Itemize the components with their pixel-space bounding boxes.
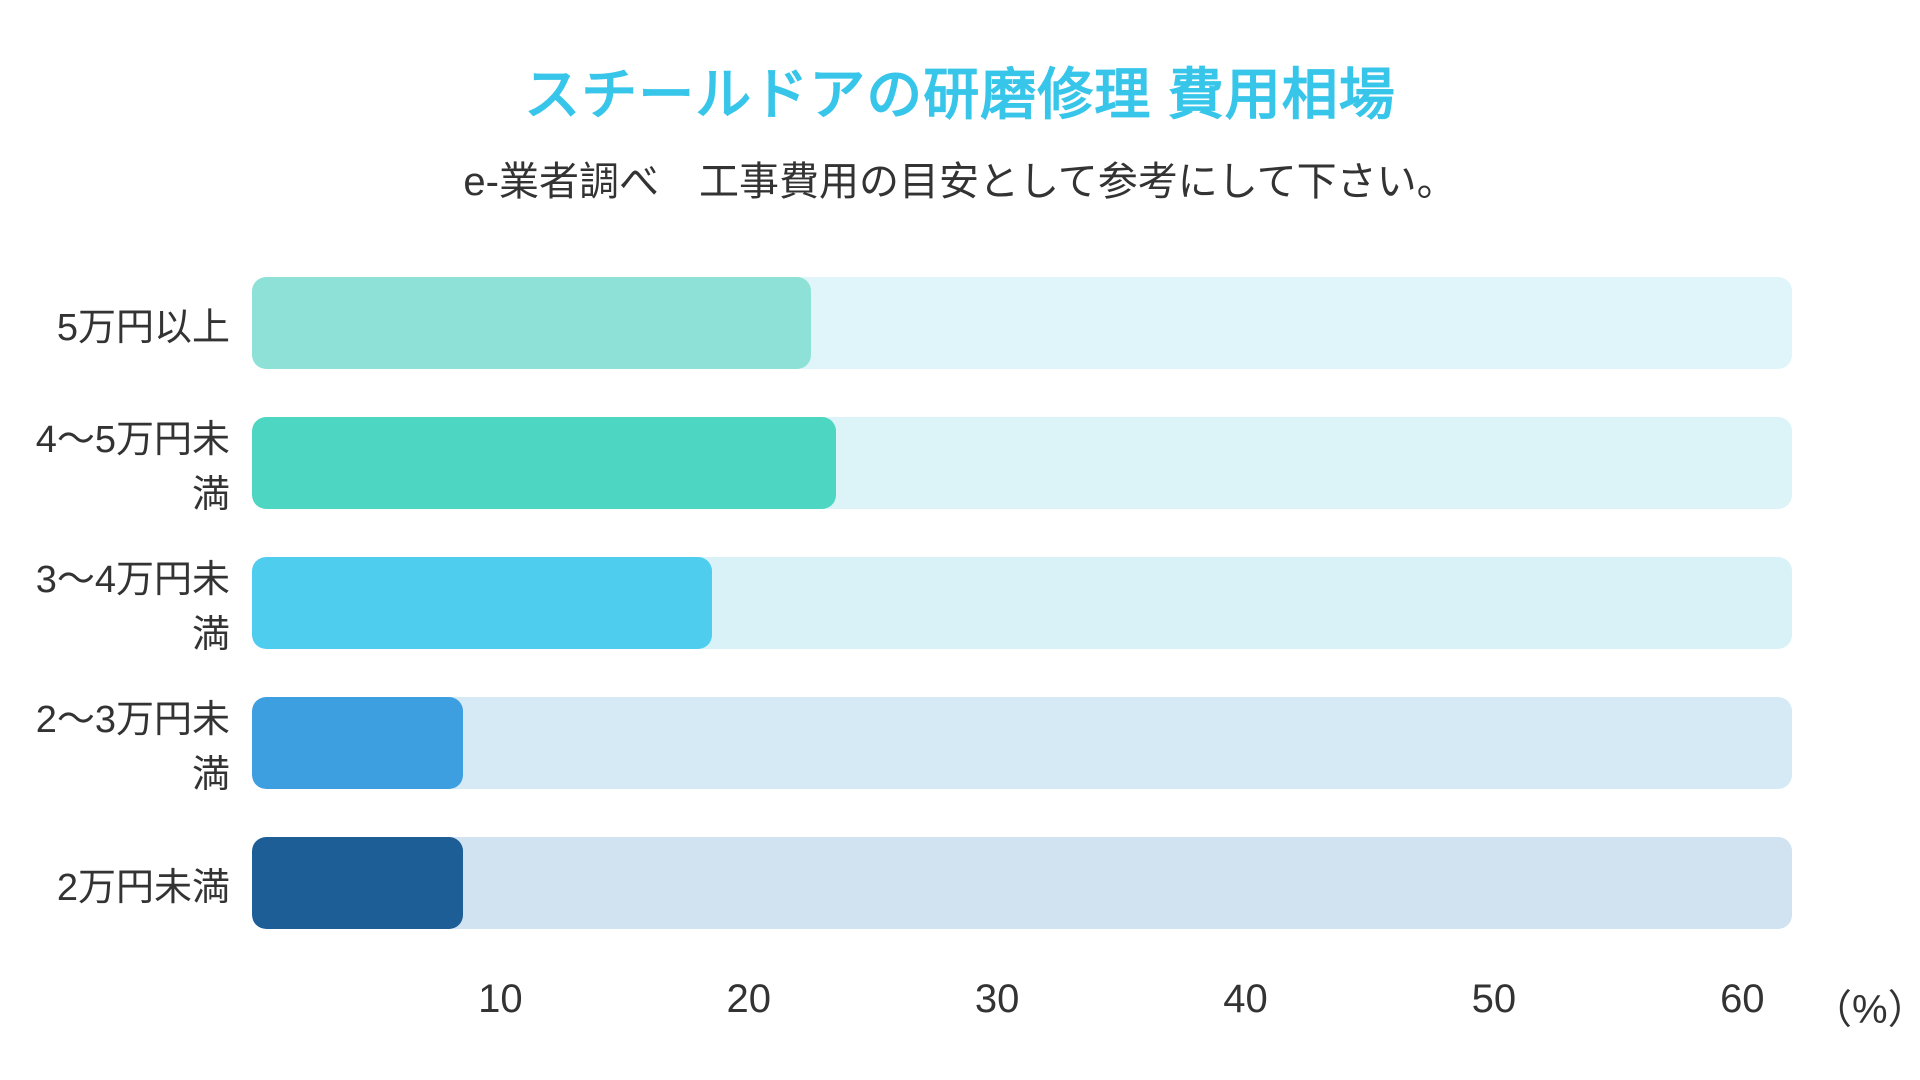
x-axis-tick: 50 xyxy=(1472,977,1517,1022)
bar-value xyxy=(252,277,811,369)
bar-row: 2万円未満 xyxy=(0,837,1920,929)
y-axis-label: 5万円以上 xyxy=(0,296,252,351)
chart-subtitle: e-業者調べ 工事費用の目安として参考にして下さい。 xyxy=(0,149,1920,207)
bar-row: 2〜3万円未満 xyxy=(0,697,1920,789)
bar-value xyxy=(252,837,463,929)
x-axis: 102030405060（%） xyxy=(252,977,1792,1037)
x-axis-tick: 10 xyxy=(478,977,523,1022)
bar-value xyxy=(252,697,463,789)
bar-row: 3〜4万円未満 xyxy=(0,557,1920,649)
x-axis-tick: 40 xyxy=(1223,977,1268,1022)
bar-track-bg xyxy=(252,557,1792,649)
bars-container: 5万円以上 4〜5万円未満 3〜4万円未満 2〜3万円未満 2万円未満 xyxy=(0,277,1920,929)
page: スチールドアの研磨修理 費用相場 e-業者調べ 工事費用の目安として参考にして下… xyxy=(0,0,1920,1080)
x-axis-tick: 60 xyxy=(1720,977,1765,1022)
bar-track-bg xyxy=(252,417,1792,509)
y-axis-label: 2万円未満 xyxy=(0,856,252,911)
bar-track xyxy=(252,417,1792,509)
bar-row: 4〜5万円未満 xyxy=(0,417,1920,509)
chart-title: スチールドアの研磨修理 費用相場 xyxy=(0,50,1920,131)
bar-track xyxy=(252,557,1792,649)
y-axis-label: 2〜3万円未満 xyxy=(0,688,252,798)
y-axis-label: 3〜4万円未満 xyxy=(0,548,252,658)
x-axis-unit: （%） xyxy=(1812,977,1920,1035)
bar-track xyxy=(252,697,1792,789)
bar-track-bg xyxy=(252,277,1792,369)
chart-area: 5万円以上 4〜5万円未満 3〜4万円未満 2〜3万円未満 2万円未満 10 20 30 40… xyxy=(0,277,1920,1037)
bar-value xyxy=(252,417,836,509)
bar-track-bg xyxy=(252,697,1792,789)
y-axis-label: 4〜5万円未満 xyxy=(0,408,252,518)
x-axis-tick: 30 xyxy=(975,977,1020,1022)
bar-track xyxy=(252,837,1792,929)
bar-track xyxy=(252,277,1792,369)
bar-value xyxy=(252,557,712,649)
bar-row: 5万円以上 xyxy=(0,277,1920,369)
bar-track-bg xyxy=(252,837,1792,929)
x-axis-tick: 20 xyxy=(727,977,772,1022)
